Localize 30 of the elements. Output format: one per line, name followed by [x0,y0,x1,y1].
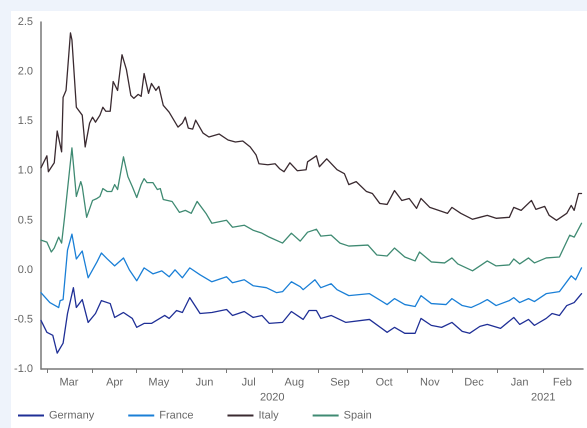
y-tick-label: 2.0 [18,66,33,78]
y-tick-label: 1.0 [18,164,33,177]
x-tick-label: Aug [284,376,304,388]
y-tick-label: 0.5 [18,214,33,226]
legend-label: France [159,410,194,422]
legend-label: Spain [344,410,372,422]
x-tick-label: Sep [330,376,350,388]
y-tick-label: 2.5 [18,16,33,28]
x-tick-label: May [148,376,170,388]
x-tick-label: Jan [510,376,529,388]
line-series [40,287,582,354]
x-tick-label: Nov [420,376,440,388]
x-tick-label: Oct [376,376,393,388]
line-series [40,234,582,308]
y-tick-label: 0.0 [18,264,33,276]
x-tick-label: Jul [242,376,256,388]
y-tick-label: -0.5 [14,313,33,326]
x-tick-label: Jun [196,376,214,388]
legend-label: Germany [49,410,95,422]
x-tick-label: Dec [464,376,484,388]
x2-tick-label: 2021 [530,392,556,404]
legend-label: Italy [258,410,280,422]
x2-tick-label: 2020 [260,392,284,404]
line-series [40,32,582,221]
x-tick-label: Apr [106,376,124,388]
line-series [40,147,582,272]
y-tick-label: 1.5 [18,115,33,128]
y-tick-label: -1.0 [14,363,33,375]
x-tick-label: Feb [552,376,572,388]
x-tick-label: Mar [60,376,79,388]
